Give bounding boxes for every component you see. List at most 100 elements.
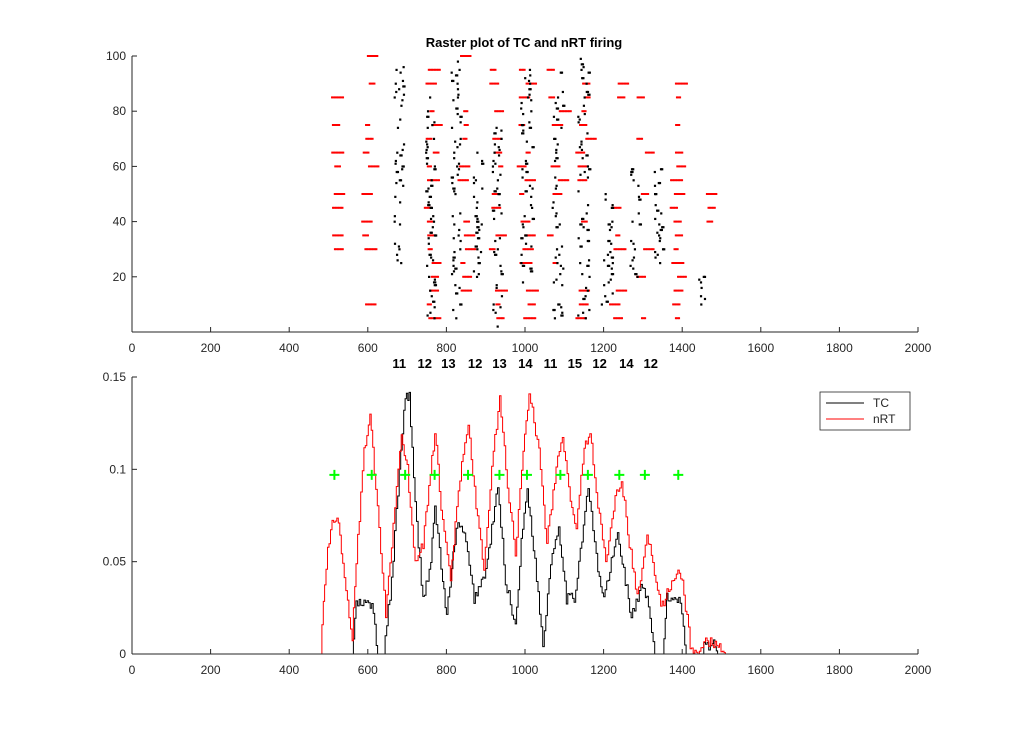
raster-spike <box>499 306 502 309</box>
raster-spike <box>621 317 624 320</box>
raster-spike <box>331 96 334 99</box>
raster-burst <box>546 68 572 264</box>
raster-spike <box>497 154 501 157</box>
raster-spike <box>432 110 435 113</box>
raster-spike <box>496 187 499 190</box>
raster-spike <box>532 179 535 182</box>
raster-spike <box>474 179 478 182</box>
raster-spike <box>527 289 530 292</box>
raster-spike <box>520 220 523 223</box>
raster-spike <box>611 292 614 295</box>
raster-spike <box>433 284 436 287</box>
raster-y-tick-label: 20 <box>113 270 127 284</box>
raster-spike <box>453 223 456 226</box>
raster-spike <box>435 275 438 278</box>
raster-spike <box>641 137 644 140</box>
raster-spike <box>632 168 635 171</box>
raster-spike <box>498 237 502 240</box>
raster-spike <box>611 204 614 207</box>
raster-spike <box>502 289 505 292</box>
raster-spike <box>472 270 476 273</box>
raster-spike <box>680 193 683 195</box>
raster-spike <box>630 168 634 171</box>
raster-spike <box>464 110 467 113</box>
raster-spike <box>492 217 496 221</box>
raster-spike <box>399 71 402 74</box>
raster-spike <box>618 289 621 292</box>
raster-spike <box>581 303 584 306</box>
raster-y-tick-label: 40 <box>113 215 127 229</box>
raster-spike <box>583 82 586 85</box>
raster-spike <box>583 151 586 154</box>
raster-spike <box>423 206 426 209</box>
raster-spike <box>362 234 365 237</box>
raster-spike <box>505 289 508 292</box>
raster-spike <box>529 204 533 207</box>
raster-spike <box>677 193 680 195</box>
raster-spike <box>396 170 400 174</box>
raster-spike <box>518 124 521 126</box>
rate-x-tick-label: 2000 <box>905 663 932 677</box>
raster-spike <box>460 179 463 182</box>
raster-spike <box>366 137 369 140</box>
raster-spike <box>640 193 643 195</box>
raster-spike <box>332 206 335 209</box>
raster-spike <box>463 179 466 182</box>
raster-spike <box>555 151 558 154</box>
raster-spike <box>478 262 481 265</box>
raster-spike <box>428 204 431 207</box>
rate-y-tick-label: 0.05 <box>103 555 127 569</box>
raster-spike <box>436 179 439 182</box>
raster-spike <box>335 151 338 154</box>
raster-spike <box>375 248 378 251</box>
raster-spike <box>452 99 455 102</box>
raster-spike <box>673 303 676 306</box>
raster-spike <box>561 124 564 126</box>
raster-spike <box>640 317 643 320</box>
raster-spike <box>500 137 503 140</box>
raster-spike <box>430 275 433 278</box>
raster-spike <box>338 96 341 99</box>
raster-spike <box>611 256 615 259</box>
raster-spike <box>561 311 564 314</box>
raster-spike <box>616 248 619 251</box>
raster-spike <box>640 275 643 278</box>
raster-spike <box>429 289 432 292</box>
raster-spike <box>563 110 566 113</box>
raster-spike <box>466 110 469 113</box>
raster-spike <box>561 90 564 94</box>
raster-spike <box>491 165 495 168</box>
raster-spike <box>501 234 504 237</box>
raster-spike <box>585 303 588 306</box>
raster-spike <box>341 193 344 195</box>
raster-spike <box>617 206 620 209</box>
raster-spike <box>565 179 568 182</box>
raster-spike <box>499 317 502 320</box>
raster-spike <box>582 179 585 182</box>
raster-burst <box>520 68 536 284</box>
raster-spike <box>548 96 551 99</box>
peak-marker <box>582 469 593 480</box>
raster-spike <box>500 129 503 132</box>
raster-spike <box>427 201 430 204</box>
raster-spike <box>650 248 653 251</box>
raster-spike <box>530 195 533 198</box>
raster-spike <box>623 289 626 292</box>
raster-spike <box>402 93 406 96</box>
raster-spike <box>673 289 676 292</box>
raster-spike <box>433 300 436 303</box>
raster-y-ticks: 20 40 60 80 100 <box>106 49 137 284</box>
raster-spike <box>556 124 559 126</box>
raster-spike <box>656 231 659 234</box>
raster-spike <box>400 104 403 107</box>
raster-spike <box>439 262 442 264</box>
cycle-label: 11 <box>544 356 558 371</box>
raster-spike <box>578 146 582 149</box>
raster-spike <box>426 190 429 193</box>
raster-spike <box>522 248 525 251</box>
raster-spike <box>452 264 455 267</box>
raster-spike <box>673 179 676 182</box>
raster-spike <box>528 96 531 99</box>
raster-spike <box>459 137 462 140</box>
rate-x-tick-label: 800 <box>436 663 456 677</box>
